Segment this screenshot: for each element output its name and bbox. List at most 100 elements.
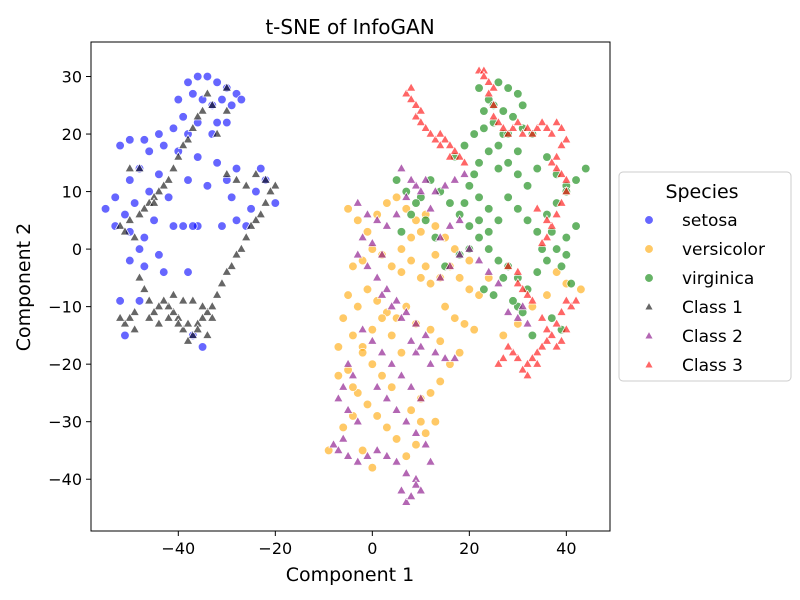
triangle-point [328,438,339,449]
circle-point [353,301,363,312]
circle-point [178,221,188,231]
legend-title: Species [665,181,738,203]
circle-point [382,422,392,433]
triangle-point [415,485,427,495]
triangle-point [405,490,417,500]
circle-point [425,278,436,289]
circle-point [197,94,208,105]
circle-point [493,255,504,266]
circle-point [362,227,373,237]
legend-entry: setosa [644,211,738,231]
triangle-point [512,312,524,322]
circle-point [430,250,441,260]
circle-point [396,267,407,277]
circle-point [343,290,353,300]
circle-point [498,273,508,283]
triangle-point [541,323,553,334]
legend-triangle-marker [644,330,654,340]
triangle-point [391,208,402,219]
triangle-point [459,157,470,167]
circle-point [144,146,154,156]
circle-point [469,129,479,139]
circle-point [416,227,426,237]
triangle-point [415,185,427,196]
triangle-point [153,300,165,311]
circle-point [193,152,203,162]
circle-point [188,221,198,231]
triangle-point [401,496,412,506]
triangle-point [522,289,533,299]
triangle-point [498,352,509,362]
circle-point [246,204,256,214]
circle-point [498,106,508,116]
triangle-point [158,295,169,305]
y-tick-label: −20 [48,355,82,374]
triangle-point [124,312,136,322]
triangle-point [459,168,470,178]
triangle-point [352,456,363,466]
circle-point [401,451,411,461]
circle-point [513,169,523,179]
triangle-point [439,352,451,362]
triangle-point [449,145,460,155]
triangle-point [381,450,393,460]
circle-point [227,100,237,110]
triangle-point [134,208,145,219]
triangle-point [153,185,165,196]
x-tick-label: 40 [556,539,576,558]
y-axis-label: Component 2 [13,223,35,351]
triangle-point [207,300,218,311]
circle-point [561,250,571,260]
triangle-point [221,82,233,92]
triangle-point [158,180,169,190]
triangle-point [561,323,572,334]
circle-point [338,422,348,433]
triangle-point [454,151,465,161]
circle-point [425,324,436,335]
triangle-point [541,214,553,224]
y-tick-label: 10 [62,183,82,202]
triangle-point [532,203,543,213]
triangle-point [338,433,349,443]
circle-point [188,89,198,99]
circle-point [464,181,474,191]
triangle-point [265,185,276,196]
legend-entries: setosa versicolor virginica Class 1 Class 2 C… [644,211,765,376]
circle-point [362,399,373,410]
triangle-point [517,364,528,374]
circle-point [503,158,513,168]
circle-point [387,330,397,341]
circle-point [484,244,494,254]
triangle-point [153,318,165,328]
circle-point [212,158,222,168]
triangle-point [405,335,417,345]
circle-point [421,428,431,438]
circle-point [362,284,373,295]
circle-point [464,284,474,295]
y-tick-label: −40 [48,470,82,489]
triangle-point [391,404,402,414]
circle-point [357,255,368,266]
triangle-point [124,214,136,224]
triangle-point [488,111,499,121]
circle-point [474,158,484,168]
triangle-point [415,105,427,115]
triangle-point [144,295,155,305]
circle-point [522,215,533,225]
triangle-point [435,272,446,282]
triangle-point [144,312,155,322]
circle-point [125,255,135,266]
triangle-point [561,174,572,184]
circle-point [154,169,164,179]
circle-point [435,376,445,387]
triangle-point [561,295,572,305]
triangle-point [444,151,456,161]
circle-point [130,198,140,208]
circle-point [163,192,174,202]
circle-point [183,77,193,87]
triangle-point [182,318,194,328]
circle-point [183,175,193,185]
legend-circle-marker [644,244,654,254]
triangle-point [371,272,383,282]
circle-point [566,278,576,289]
